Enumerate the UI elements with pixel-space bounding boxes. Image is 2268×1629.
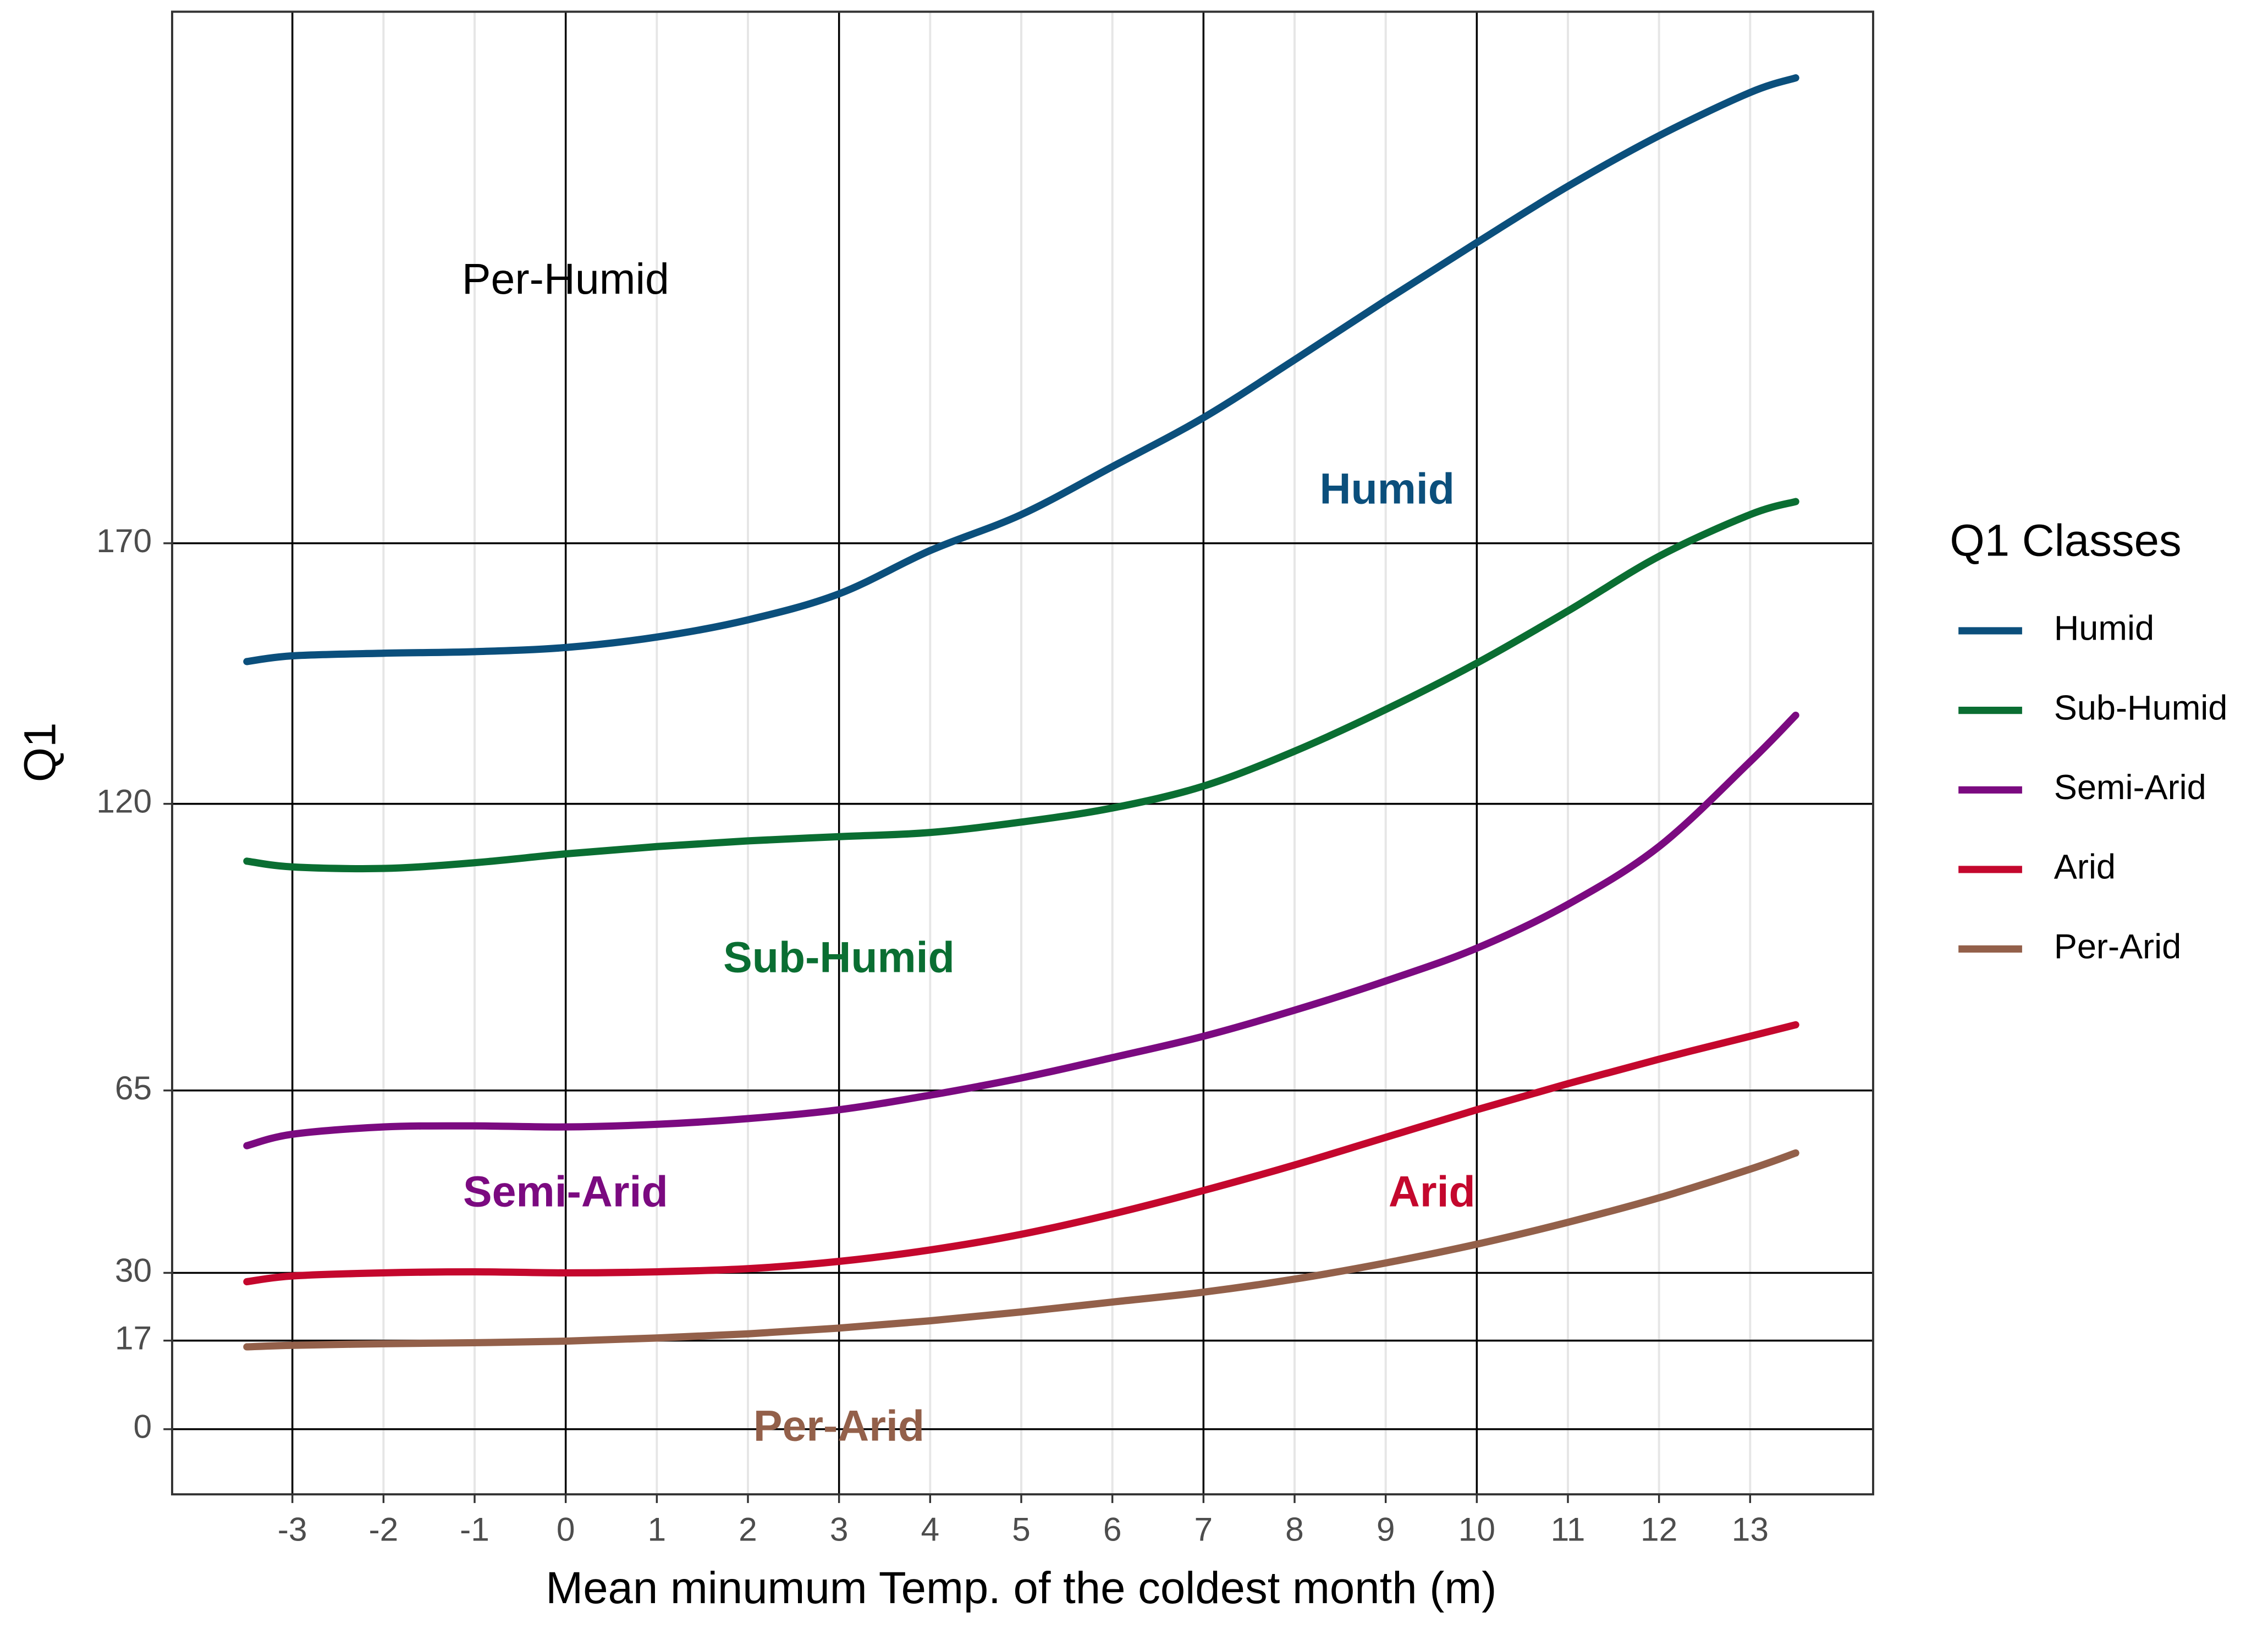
series-line (243, 1149, 1799, 1351)
legend-label: Semi-Arid (2054, 768, 2206, 807)
x-tick-label: 12 (1641, 1511, 1677, 1548)
x-tick-label: 11 (1551, 1511, 1586, 1548)
x-tick-label: 7 (1194, 1511, 1213, 1548)
series-line (243, 711, 1799, 1149)
annotation: Humid (1320, 464, 1455, 513)
x-tick-label: 13 (1732, 1511, 1769, 1548)
annotation: Semi-Arid (463, 1168, 668, 1216)
x-tick-label: 3 (830, 1511, 849, 1548)
x-tick-label: -3 (278, 1511, 307, 1548)
x-tick-label: -1 (460, 1511, 489, 1548)
legend-label: Humid (2054, 609, 2154, 648)
legend-label: Sub-Humid (2054, 689, 2228, 727)
plot-area: Per-Humid Humid Sub-Humid Semi-Arid Arid Per-… (172, 12, 1873, 1495)
panel-background (172, 12, 1873, 1495)
panel-border (171, 10, 1874, 1496)
y-tick-label: 120 (96, 783, 152, 820)
x-tick-label: 9 (1377, 1511, 1395, 1548)
x-tick-label: -2 (368, 1511, 398, 1548)
legend-label: Per-Arid (2054, 927, 2181, 966)
x-axis-label: Mean minumum Temp. of the coldest month … (546, 1563, 1496, 1613)
y-tick-label: 17 (115, 1319, 152, 1357)
y-tick-label: 30 (115, 1251, 152, 1289)
y-axis-label: Q1 (15, 723, 65, 783)
annotation: Arid (1389, 1168, 1476, 1216)
annotation: Per-Arid (753, 1402, 924, 1450)
x-tick-label: 2 (739, 1511, 757, 1548)
x-tick-label: 6 (1103, 1511, 1122, 1548)
annotation: Sub-Humid (723, 933, 955, 981)
series-line (243, 1021, 1799, 1286)
x-tick-label: 1 (648, 1511, 667, 1548)
x-tick-label: 0 (557, 1511, 575, 1548)
y-tick-label: 0 (134, 1408, 152, 1445)
series-line (243, 498, 1799, 873)
x-tick-label: 4 (921, 1511, 940, 1548)
x-tick-label: 5 (1012, 1511, 1031, 1548)
series-line (243, 74, 1799, 665)
y-tick-label: 170 (96, 522, 152, 559)
x-tick-label: 10 (1458, 1511, 1495, 1548)
legend-title: Q1 Classes (1950, 516, 2181, 566)
legend-label: Arid (2054, 848, 2116, 887)
annotation: Per-Humid (462, 255, 669, 303)
y-tick-label: 65 (115, 1069, 152, 1107)
x-tick-label: 8 (1285, 1511, 1304, 1548)
